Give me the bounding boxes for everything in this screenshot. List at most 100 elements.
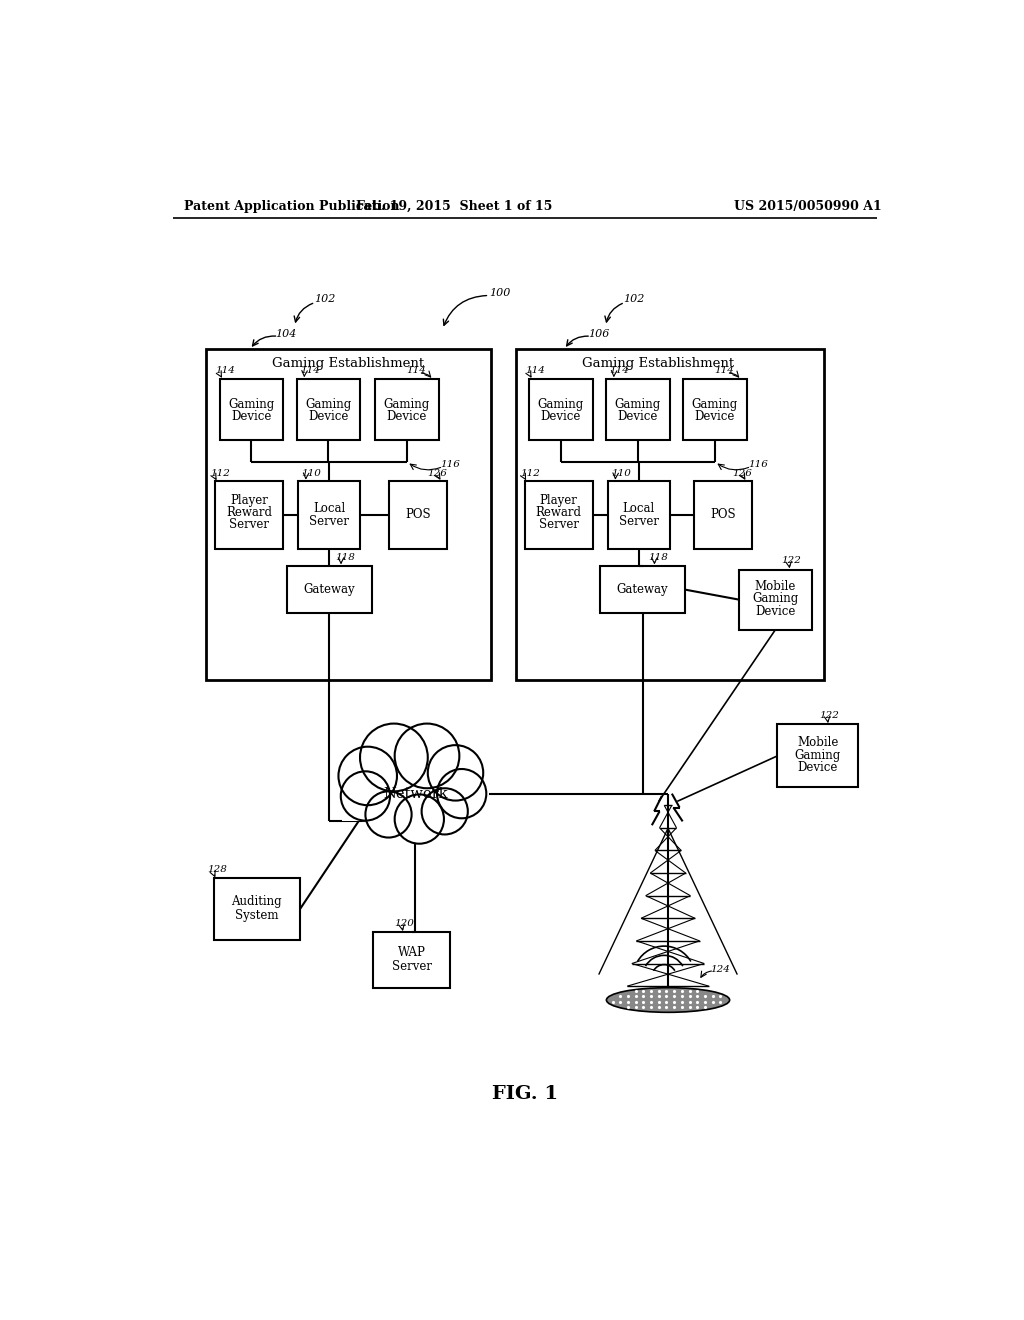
Text: 114: 114 bbox=[524, 367, 545, 375]
Text: Mobile: Mobile bbox=[797, 737, 839, 750]
Text: Gateway: Gateway bbox=[616, 583, 669, 597]
Text: 110: 110 bbox=[611, 469, 631, 478]
Text: Gaming: Gaming bbox=[538, 397, 584, 411]
Circle shape bbox=[437, 770, 486, 818]
Text: US 2015/0050990 A1: US 2015/0050990 A1 bbox=[734, 199, 882, 213]
Text: System: System bbox=[236, 908, 279, 921]
Bar bbox=[606, 379, 670, 441]
Text: Gaming: Gaming bbox=[228, 397, 274, 411]
Circle shape bbox=[360, 723, 428, 792]
Text: 114: 114 bbox=[609, 367, 630, 375]
Text: 102: 102 bbox=[313, 294, 335, 305]
Bar bbox=[287, 566, 372, 614]
Bar bbox=[524, 480, 593, 549]
Text: 114: 114 bbox=[300, 367, 319, 375]
Text: POS: POS bbox=[711, 508, 736, 521]
Bar bbox=[373, 932, 451, 987]
Bar bbox=[694, 480, 752, 549]
Text: 124: 124 bbox=[711, 965, 730, 974]
Text: Device: Device bbox=[541, 409, 582, 422]
Bar bbox=[389, 480, 447, 549]
Text: Gaming: Gaming bbox=[753, 593, 799, 606]
Circle shape bbox=[394, 795, 444, 843]
Text: Server: Server bbox=[391, 960, 431, 973]
Text: 112: 112 bbox=[520, 469, 540, 478]
Text: Device: Device bbox=[308, 409, 348, 422]
Text: Gaming Establishment: Gaming Establishment bbox=[582, 356, 734, 370]
Text: 114: 114 bbox=[407, 367, 426, 375]
Text: 114: 114 bbox=[215, 367, 236, 375]
Text: 126: 126 bbox=[733, 469, 753, 478]
Circle shape bbox=[422, 788, 468, 834]
Text: Local: Local bbox=[623, 502, 655, 515]
Text: 120: 120 bbox=[394, 919, 415, 928]
Text: WAP: WAP bbox=[397, 945, 426, 958]
Text: Device: Device bbox=[617, 409, 658, 422]
Text: 126: 126 bbox=[428, 469, 447, 478]
Bar bbox=[297, 379, 360, 441]
Text: Server: Server bbox=[539, 519, 579, 532]
Text: Reward: Reward bbox=[536, 506, 582, 519]
Text: Network: Network bbox=[383, 787, 447, 801]
Text: Player: Player bbox=[540, 494, 578, 507]
Bar bbox=[220, 379, 283, 441]
Text: Mobile: Mobile bbox=[755, 579, 796, 593]
Circle shape bbox=[394, 723, 460, 788]
Text: Server: Server bbox=[309, 515, 349, 528]
Text: Device: Device bbox=[756, 605, 796, 618]
Ellipse shape bbox=[606, 987, 730, 1012]
Text: FIG. 1: FIG. 1 bbox=[492, 1085, 558, 1104]
Text: Device: Device bbox=[798, 760, 838, 774]
Bar bbox=[739, 570, 812, 630]
Text: Gaming: Gaming bbox=[614, 397, 662, 411]
Text: 100: 100 bbox=[489, 288, 511, 298]
Text: 122: 122 bbox=[781, 556, 801, 565]
Text: 116: 116 bbox=[440, 461, 460, 470]
Text: 114: 114 bbox=[714, 367, 734, 375]
Text: 106: 106 bbox=[589, 329, 610, 339]
Text: Gaming Establishment: Gaming Establishment bbox=[272, 356, 425, 370]
Text: 116: 116 bbox=[749, 461, 768, 470]
Text: Device: Device bbox=[695, 409, 735, 422]
Bar bbox=[608, 480, 670, 549]
Text: Feb. 19, 2015  Sheet 1 of 15: Feb. 19, 2015 Sheet 1 of 15 bbox=[355, 199, 552, 213]
Circle shape bbox=[366, 792, 412, 838]
Text: Gaming: Gaming bbox=[384, 397, 430, 411]
Circle shape bbox=[341, 771, 390, 821]
Text: 118: 118 bbox=[336, 553, 355, 562]
Bar bbox=[376, 379, 438, 441]
Text: Gaming: Gaming bbox=[795, 748, 841, 762]
Text: 110: 110 bbox=[301, 469, 322, 478]
Text: Player: Player bbox=[230, 494, 268, 507]
Bar bbox=[600, 566, 685, 614]
Text: Patent Application Publication: Patent Application Publication bbox=[184, 199, 400, 213]
Text: Server: Server bbox=[229, 519, 269, 532]
Text: 122: 122 bbox=[819, 710, 840, 719]
Text: Gaming: Gaming bbox=[692, 397, 738, 411]
Text: Server: Server bbox=[618, 515, 658, 528]
Text: POS: POS bbox=[406, 508, 431, 521]
Text: 128: 128 bbox=[208, 866, 227, 874]
Text: Device: Device bbox=[231, 409, 271, 422]
Text: 108: 108 bbox=[435, 739, 455, 748]
Bar bbox=[206, 350, 490, 681]
Text: Local: Local bbox=[313, 502, 345, 515]
Bar bbox=[298, 480, 360, 549]
Bar bbox=[342, 751, 488, 821]
Text: Gateway: Gateway bbox=[303, 583, 355, 597]
Text: Reward: Reward bbox=[226, 506, 272, 519]
Bar bbox=[529, 379, 593, 441]
Text: 104: 104 bbox=[275, 329, 297, 339]
Text: 118: 118 bbox=[649, 553, 669, 562]
Circle shape bbox=[428, 744, 483, 800]
Text: Gaming: Gaming bbox=[305, 397, 351, 411]
Bar bbox=[777, 725, 858, 788]
Text: Auditing: Auditing bbox=[231, 895, 283, 908]
Circle shape bbox=[339, 747, 397, 805]
Bar bbox=[215, 480, 283, 549]
Bar bbox=[683, 379, 746, 441]
Text: 102: 102 bbox=[624, 294, 645, 305]
Text: 112: 112 bbox=[211, 469, 230, 478]
Bar bbox=[214, 878, 300, 940]
Text: Device: Device bbox=[387, 409, 427, 422]
